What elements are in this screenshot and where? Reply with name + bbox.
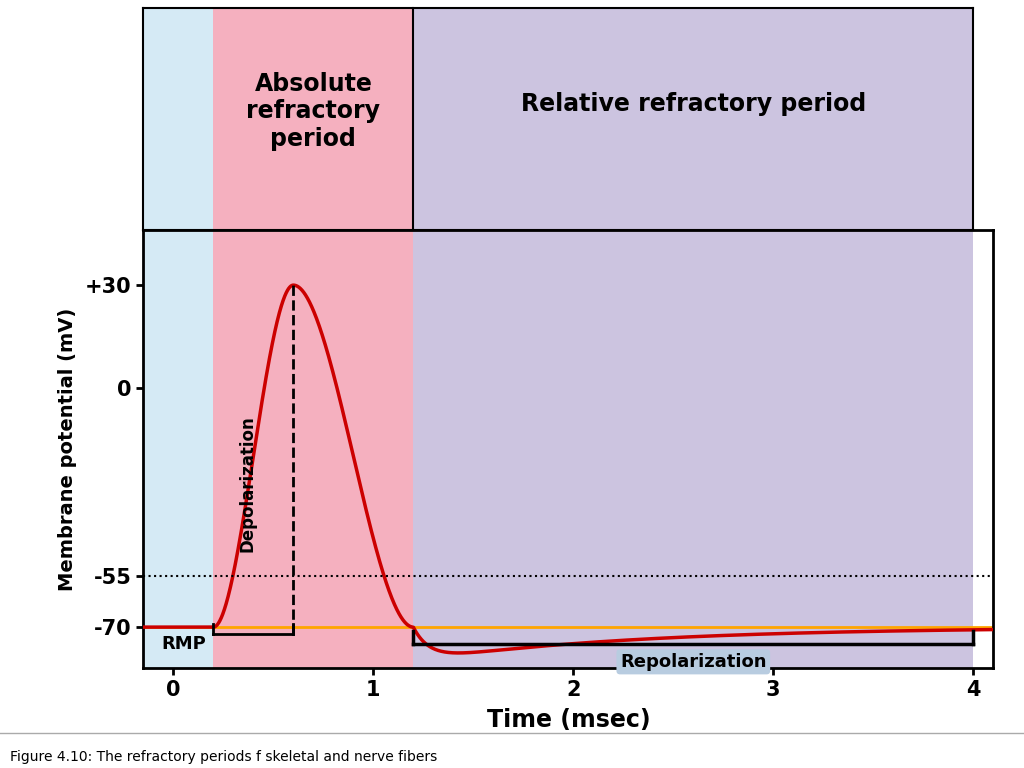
- Text: Figure 4.10: The refractory periods f skeletal and nerve fibers: Figure 4.10: The refractory periods f sk…: [10, 750, 437, 764]
- Text: RMP: RMP: [161, 635, 206, 654]
- Text: Depolarization: Depolarization: [239, 415, 256, 552]
- X-axis label: Time (msec): Time (msec): [486, 708, 650, 733]
- Text: Absolute
refractory
period: Absolute refractory period: [247, 71, 380, 151]
- Bar: [414, 230, 973, 668]
- Text: Repolarization: Repolarization: [621, 653, 767, 670]
- Bar: [213, 230, 414, 668]
- Bar: [143, 230, 213, 668]
- Y-axis label: Membrane potential (mV): Membrane potential (mV): [57, 308, 77, 591]
- Text: Relative refractory period: Relative refractory period: [520, 91, 866, 116]
